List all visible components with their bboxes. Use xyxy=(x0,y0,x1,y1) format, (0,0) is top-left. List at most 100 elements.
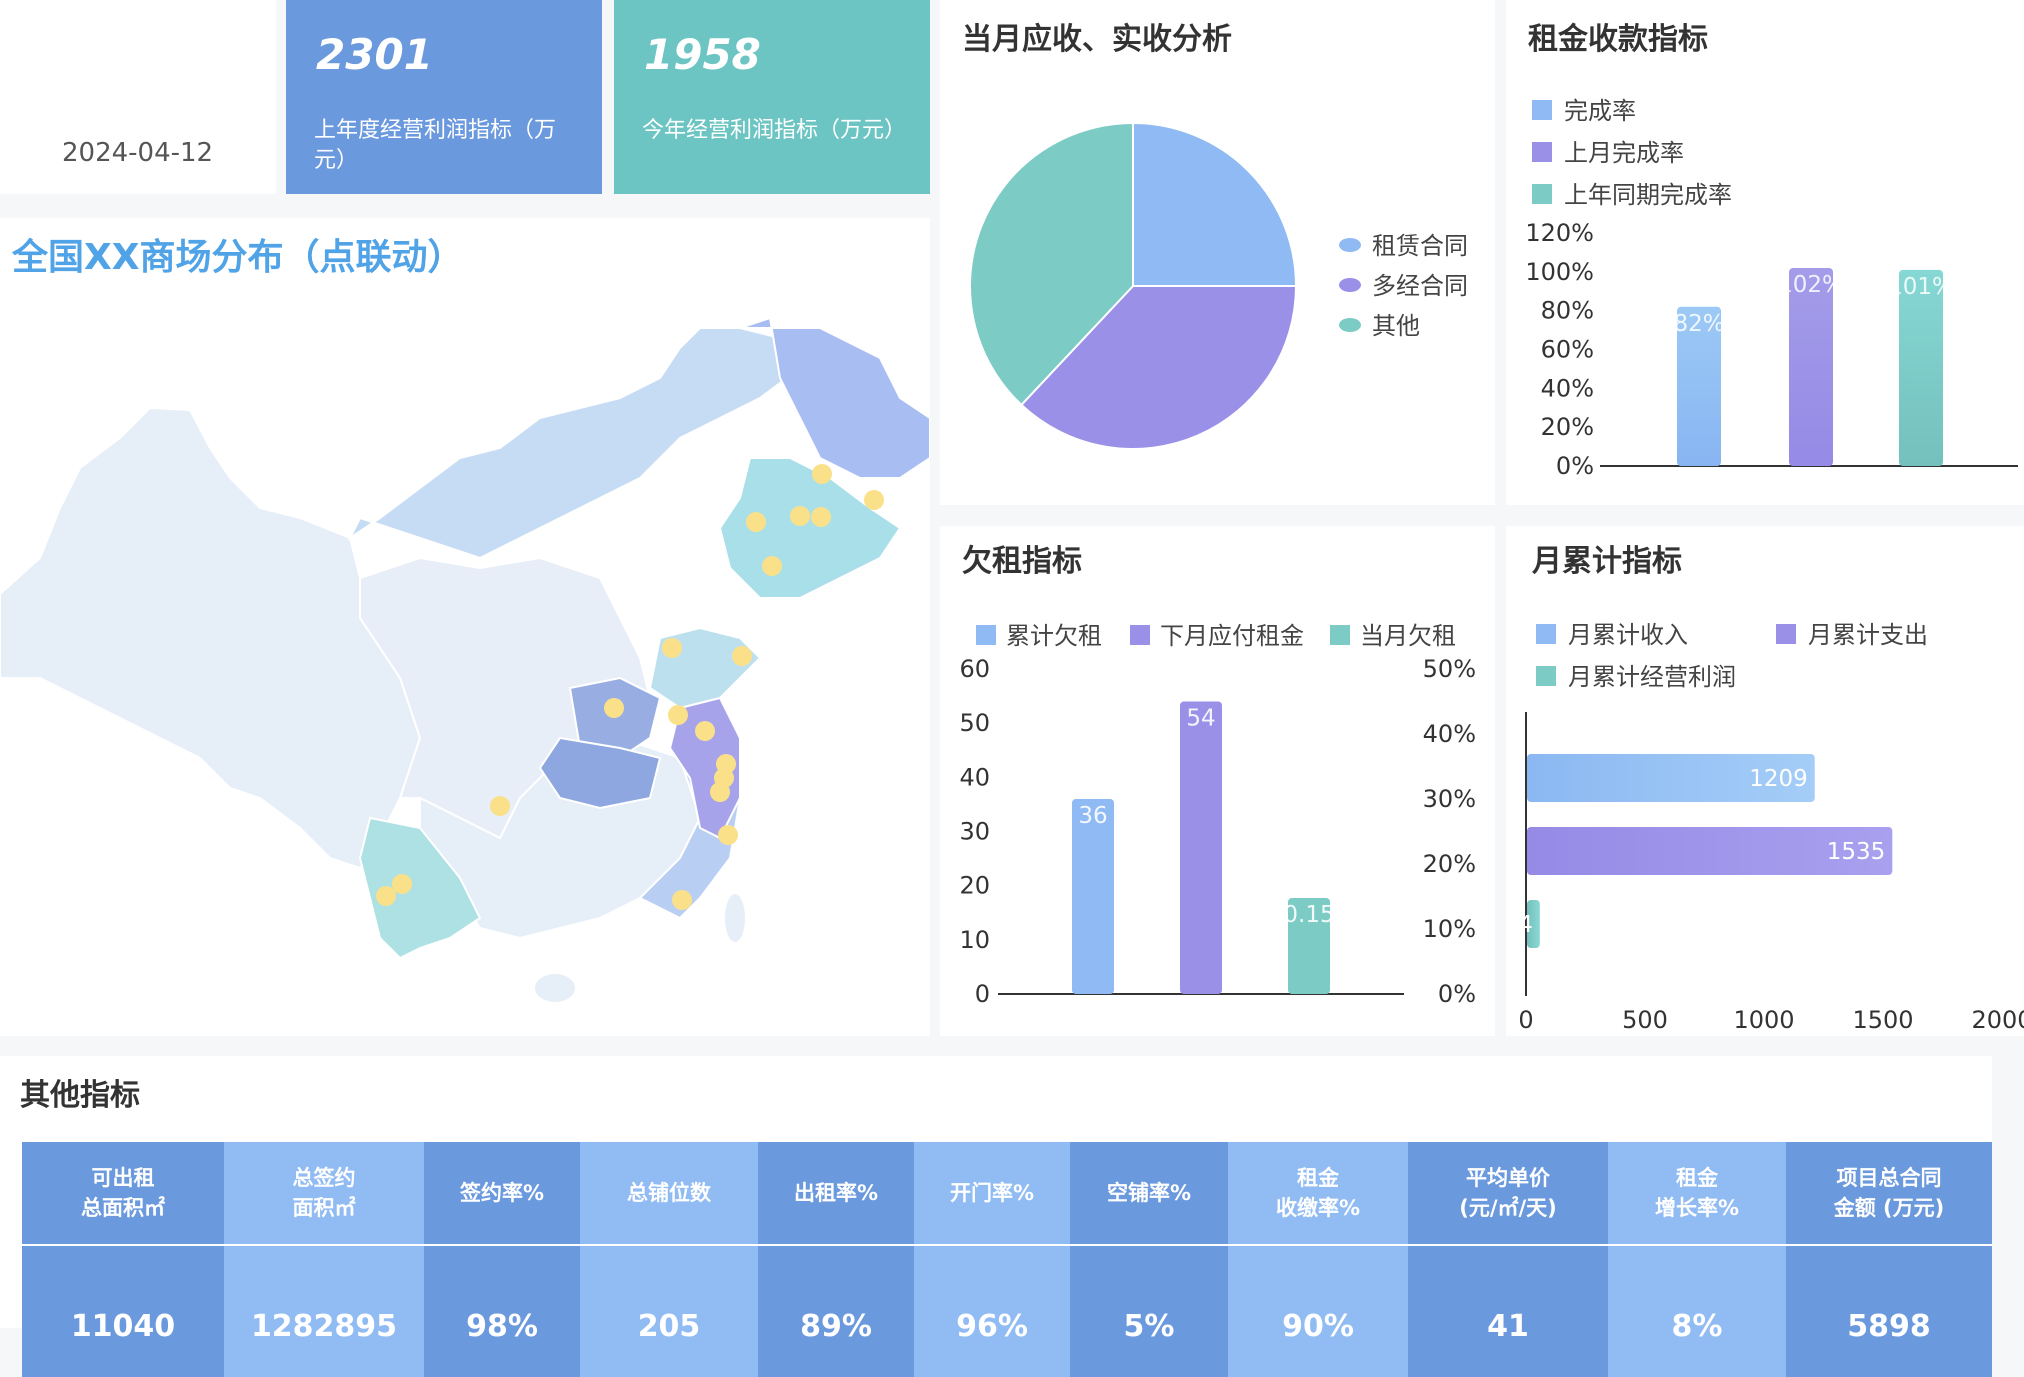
metric-value: 89% xyxy=(758,1244,914,1377)
legend-marker xyxy=(1776,624,1796,644)
map-taiwan-island[interactable] xyxy=(725,894,745,942)
legend-marker xyxy=(976,625,996,645)
x-tick-label: 1000 xyxy=(1733,1006,1794,1034)
legend-label: 完成率 xyxy=(1564,97,1636,125)
monthly-title: 月累计指标 xyxy=(1532,544,1682,579)
pie-slice[interactable] xyxy=(969,121,1134,407)
bar[interactable] xyxy=(1899,269,1943,466)
metric-value: 1282895 xyxy=(224,1244,424,1377)
legend-label: 月累计经营利润 xyxy=(1568,663,1736,691)
y-tick-label: 30 xyxy=(959,818,990,846)
store-marker[interactable] xyxy=(672,890,692,910)
pie-panel: 当月应收、实收分析 租赁合同 多经合同 其他 xyxy=(940,0,1495,505)
y2-tick-label: 10% xyxy=(1423,915,1476,943)
store-marker[interactable] xyxy=(376,886,396,906)
metric-header: 可出租 总面积㎡ xyxy=(22,1142,224,1245)
legend-label: 上月完成率 xyxy=(1564,139,1684,167)
x-tick-label: 500 xyxy=(1622,1006,1668,1034)
store-marker[interactable] xyxy=(811,507,831,527)
bar-value-label: 101% xyxy=(1888,274,1954,300)
store-marker[interactable] xyxy=(710,782,730,802)
legend-label: 月累计收入 xyxy=(1568,621,1688,649)
store-marker[interactable] xyxy=(695,721,715,741)
y2-tick-label: 30% xyxy=(1423,785,1476,813)
y2-tick-label: 0% xyxy=(1438,980,1476,1008)
pie-slice[interactable] xyxy=(1020,285,1298,450)
kpi-last-year-label: 上年度经营利润指标（万元） xyxy=(314,118,557,173)
store-marker[interactable] xyxy=(732,646,752,666)
legend-marker xyxy=(1532,100,1552,120)
legend-label: 多经合同 xyxy=(1372,272,1468,300)
store-marker[interactable] xyxy=(790,506,810,526)
map-northeast-region[interactable] xyxy=(739,316,930,479)
legend-marker xyxy=(1339,278,1361,292)
y-tick-label: 120% xyxy=(1525,219,1594,247)
bar-value-label: 102% xyxy=(1778,272,1844,298)
metric-header: 出租率% xyxy=(758,1142,914,1245)
metric-header: 平均单价 (元/㎡/天) xyxy=(1408,1142,1608,1245)
bar-value-label: 0.15 xyxy=(1283,902,1334,928)
bar[interactable] xyxy=(1180,701,1222,995)
store-marker[interactable] xyxy=(864,490,884,510)
arrears-chart: 累计欠租 下月应付租金 当月欠租 60 50 40 30 20 10 0 50% 40% 30% 20%… xyxy=(959,622,1476,1008)
map-hainan-island[interactable] xyxy=(535,974,575,1002)
y-tick-label: 10 xyxy=(959,926,990,954)
metric-value: 5898 xyxy=(1786,1244,1992,1377)
y-tick-label: 20 xyxy=(959,872,990,900)
bar[interactable] xyxy=(1527,827,1893,875)
current-date: 2024-04-12 xyxy=(62,138,214,168)
metric-value: 5% xyxy=(1070,1244,1228,1377)
store-marker[interactable] xyxy=(392,874,412,894)
legend-marker xyxy=(1130,625,1150,645)
x-tick-label: 1500 xyxy=(1852,1006,1913,1034)
metric-value: 98% xyxy=(424,1244,580,1377)
date-panel: 2024-04-12 xyxy=(0,0,276,194)
y2-tick-label: 40% xyxy=(1423,720,1476,748)
map-hubei-region[interactable] xyxy=(538,736,662,810)
bar[interactable] xyxy=(1527,754,1815,802)
legend-marker xyxy=(1532,142,1552,162)
legend-label: 下月应付租金 xyxy=(1160,622,1304,650)
bar[interactable] xyxy=(1527,900,1540,948)
china-map[interactable] xyxy=(0,256,930,1036)
store-marker[interactable] xyxy=(746,512,766,532)
map-west-region[interactable] xyxy=(0,406,422,870)
metric-header: 开门率% xyxy=(914,1142,1070,1245)
metric-header: 租金 收缴率% xyxy=(1228,1142,1408,1245)
metric-value: 8% xyxy=(1608,1244,1786,1377)
bar-value-label: 1535 xyxy=(1827,839,1886,865)
map-yunnan-region[interactable] xyxy=(358,816,482,960)
store-marker[interactable] xyxy=(662,638,682,658)
store-marker[interactable] xyxy=(490,796,510,816)
bar[interactable] xyxy=(1288,898,1330,994)
kpi-this-year-profit: 1958 今年经营利润指标（万元） xyxy=(614,0,930,194)
legend-marker xyxy=(1536,666,1556,686)
y-tick-label: 50 xyxy=(959,709,990,737)
store-marker[interactable] xyxy=(668,705,688,725)
pie-slice[interactable] xyxy=(1132,121,1298,287)
metric-header: 总铺位数 xyxy=(580,1142,758,1245)
metric-value: 205 xyxy=(580,1244,758,1377)
store-marker[interactable] xyxy=(762,556,782,576)
arrears-panel: 欠租指标 累计欠租 下月应付租金 当月欠租 60 50 40 30 20 10 0 50% 40% 3… xyxy=(940,526,1495,1036)
store-marker[interactable] xyxy=(718,825,738,845)
other-indicators-title: 其他指标 xyxy=(20,1078,140,1113)
legend-label: 累计欠租 xyxy=(1006,622,1102,650)
y-tick-label: 60 xyxy=(959,655,990,683)
bar[interactable] xyxy=(1072,799,1114,994)
metric-header: 空铺率% xyxy=(1070,1142,1228,1245)
store-marker[interactable] xyxy=(812,464,832,484)
store-marker[interactable] xyxy=(604,698,624,718)
legend-marker xyxy=(1330,625,1350,645)
kpi-this-year-label: 今年经营利润指标（万元） xyxy=(642,118,907,143)
bar[interactable] xyxy=(1677,306,1721,466)
legend-label: 上年同期完成率 xyxy=(1564,181,1732,209)
y-tick-label: 60% xyxy=(1541,336,1594,364)
bar[interactable] xyxy=(1789,267,1833,466)
arrears-title: 欠租指标 xyxy=(962,544,1082,579)
map-title: 全国XX商场分布（点联动） xyxy=(12,237,464,278)
metric-value: 41 xyxy=(1408,1244,1608,1377)
